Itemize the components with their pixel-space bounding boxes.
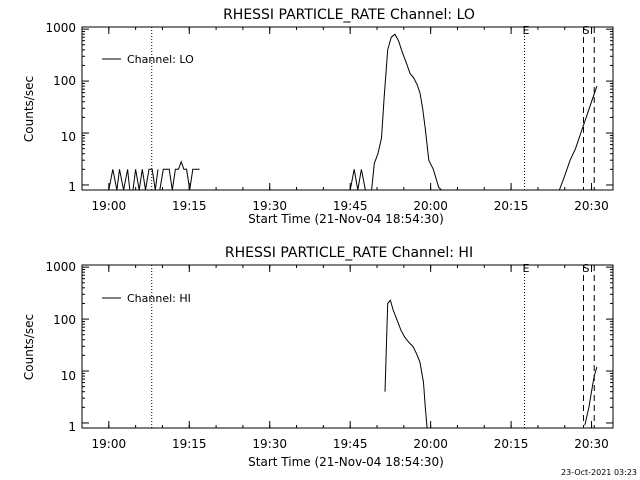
panel-lo-xtick-label: 19:15: [172, 199, 207, 213]
panel-hi-marker-s-label: S: [583, 262, 590, 275]
panel-lo-ylabel: Counts/sec: [22, 76, 36, 142]
footer-timestamp: 23-Oct-2021 03:23: [561, 468, 637, 477]
panel-hi-frame: [81, 264, 614, 429]
panel-hi-xtick-label: 20:00: [413, 437, 448, 451]
panel-hi-ytick-1: 1: [68, 420, 76, 434]
panel-hi-ytick-100: 100: [53, 313, 76, 327]
panel-hi: RHESSI PARTICLE_RATE Channel: HI Counts/…: [22, 245, 614, 469]
panel-hi-ylabel: Counts/sec: [22, 314, 36, 380]
panel-lo-xtick-label: 20:15: [494, 199, 529, 213]
panel-lo-ticks: [81, 27, 613, 190]
panel-hi-xtick-label: 20:15: [494, 437, 529, 451]
panel-hi-xtick-label: 20:30: [574, 437, 609, 451]
panel-hi-xtick-label: 19:45: [333, 437, 368, 451]
panel-lo-series-line: [349, 169, 366, 191]
panel-hi-series-line: [384, 299, 428, 429]
panel-hi-ticks: [81, 265, 613, 428]
panel-lo-ytick-10: 10: [61, 130, 76, 144]
panel-lo-xtick-labels: 19:00 19:15 19:30 19:45 20:00 20:15 20:30: [92, 199, 609, 213]
panel-lo-ytick-1: 1: [68, 180, 76, 194]
panel-lo-xtick-label: 19:00: [92, 199, 127, 213]
panel-hi-xtick-label: 19:30: [252, 437, 287, 451]
panel-lo-xtick-label: 20:30: [574, 199, 609, 213]
panel-lo-marker-e-label: E: [523, 24, 530, 37]
panel-lo-markers: [151, 27, 595, 190]
panel-lo-xlabel: Start Time (21-Nov-04 18:54:30): [248, 212, 444, 226]
panel-lo-series-line: [132, 168, 159, 191]
panel-hi-data: [384, 299, 598, 429]
panel-hi-title: RHESSI PARTICLE_RATE Channel: HI: [225, 245, 473, 261]
panel-hi-xlabel: Start Time (21-Nov-04 18:54:30): [248, 455, 444, 469]
panel-lo-series-line: [108, 169, 131, 191]
panel-lo-series-line: [371, 33, 442, 191]
panel-lo-xtick-label: 19:30: [252, 199, 287, 213]
panel-lo-xtick-label: 19:45: [333, 199, 368, 213]
panel-lo-frame: [81, 26, 614, 191]
panel-lo-data: [108, 33, 598, 191]
panel-hi-ytick-1000: 1000: [45, 260, 76, 274]
panel-hi-series-line: [584, 366, 598, 426]
panel-lo: RHESSI PARTICLE_RATE Channel: LO Counts/…: [22, 7, 614, 226]
panel-lo-title: RHESSI PARTICLE_RATE Channel: LO: [223, 7, 475, 23]
panel-lo-ytick-100: 100: [53, 74, 76, 88]
panel-lo-xtick-label: 20:00: [413, 199, 448, 213]
panel-hi-xtick-label: 19:15: [172, 437, 207, 451]
panel-lo-marker-s-label: S: [583, 24, 590, 37]
panel-lo-legend-label: Channel: LO: [127, 53, 194, 66]
panel-lo-ytick-1000: 1000: [45, 21, 76, 35]
panel-hi-xtick-label: 19:00: [92, 437, 127, 451]
panel-hi-marker-e-label: E: [523, 262, 530, 275]
panel-hi-markers: [151, 265, 595, 428]
panel-hi-legend-label: Channel: HI: [127, 292, 191, 305]
panel-hi-xtick-labels: 19:00 19:15 19:30 19:45 20:00 20:15 20:30: [92, 437, 609, 451]
panel-lo-series-line: [159, 160, 200, 191]
panel-hi-ytick-10: 10: [61, 369, 76, 383]
panel-lo-series-line: [558, 85, 598, 191]
